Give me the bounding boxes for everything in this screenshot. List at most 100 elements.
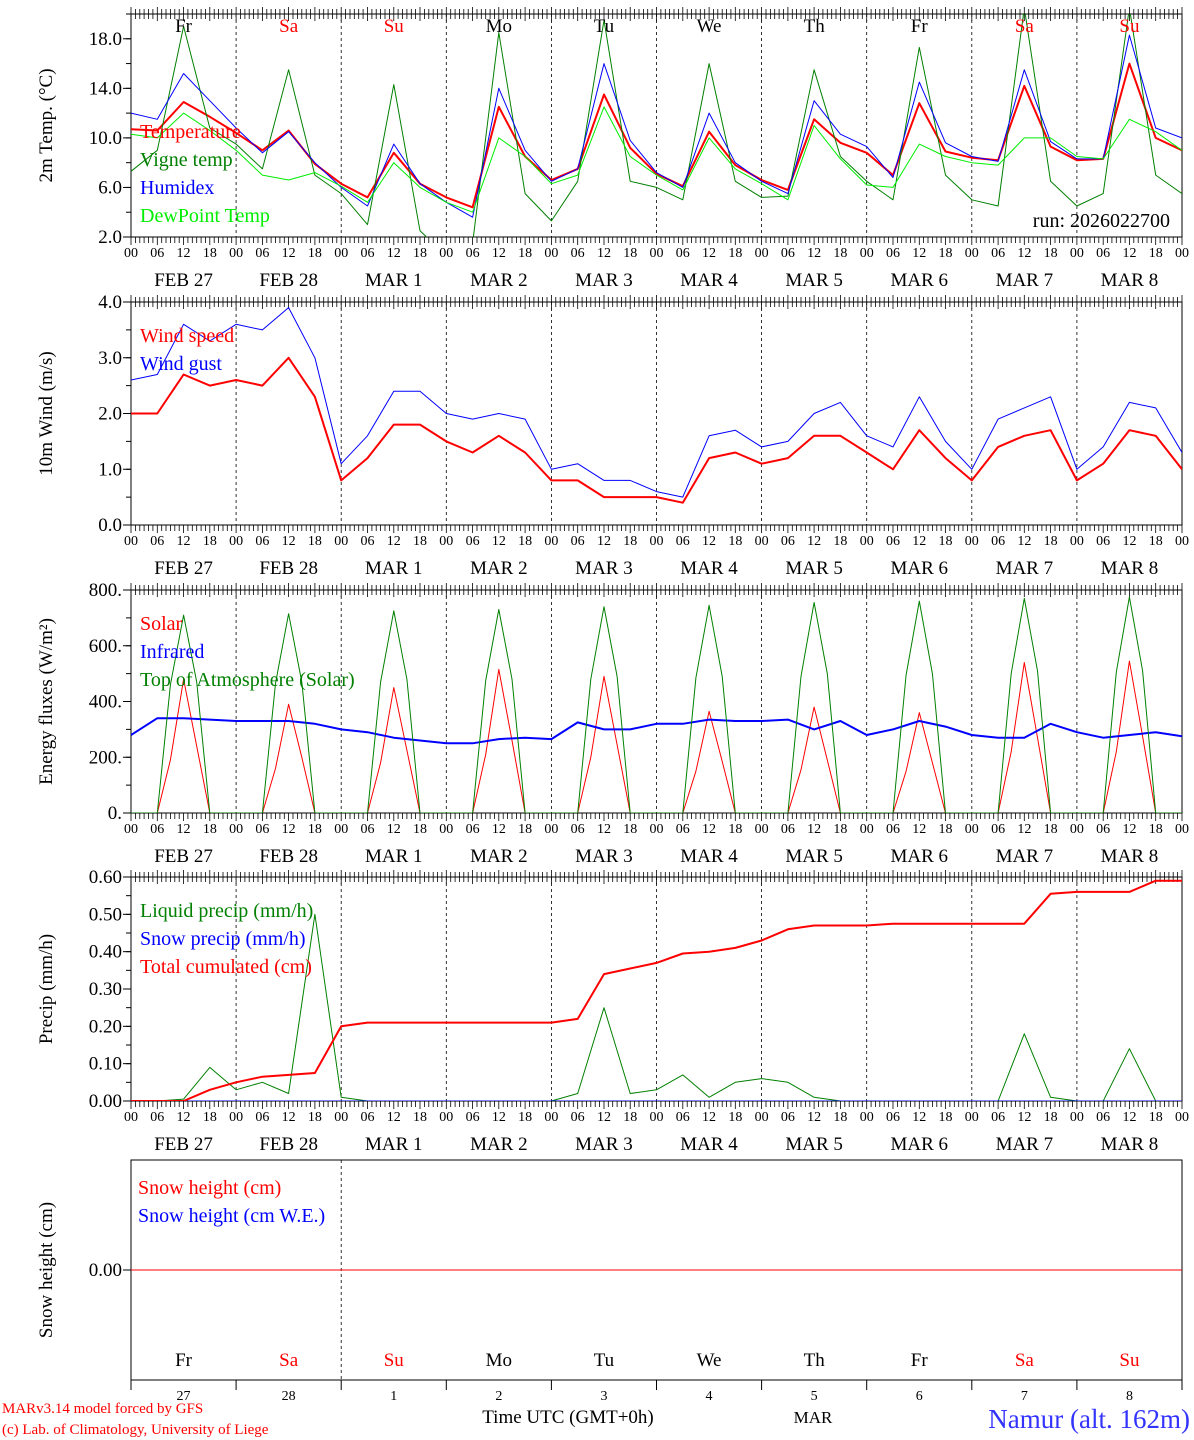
- x-hour-label: 18: [623, 246, 637, 261]
- x-hour-label: 12: [492, 534, 506, 549]
- x-hour-label: 00: [1070, 822, 1084, 837]
- x-hour-label: 06: [255, 1110, 269, 1125]
- x-date-label: MAR 6: [890, 270, 948, 291]
- legend-entry: Solar: [140, 613, 183, 635]
- x-date-label: MAR 8: [1101, 558, 1159, 579]
- x-hour-label: 00: [650, 534, 664, 549]
- x-date-label: MAR 3: [575, 558, 633, 579]
- x-hour-label: 18: [413, 246, 427, 261]
- x-hour-label: 00: [124, 534, 138, 549]
- x-hour-label: 18: [1044, 246, 1058, 261]
- x-hour-label: 18: [623, 822, 637, 837]
- y-tick-label: 1.0: [98, 459, 122, 480]
- x-hour-label: 00: [1175, 1110, 1189, 1125]
- x-hour-label: 06: [991, 822, 1005, 837]
- x-hour-label: 00: [544, 246, 558, 261]
- x-hour-label: 06: [150, 1110, 164, 1125]
- x-date-label: MAR 4: [680, 1134, 738, 1155]
- legend-entry: Snow height (cm): [138, 1177, 281, 1199]
- x-hour-label: 00: [229, 246, 243, 261]
- x-date-label: MAR 7: [996, 1134, 1054, 1155]
- day-number-label: 27: [177, 1389, 191, 1404]
- x-hour-label: 12: [282, 1110, 296, 1125]
- x-hour-label: 06: [886, 1110, 900, 1125]
- x-hour-label: 18: [939, 822, 953, 837]
- x-hour-label: 18: [939, 246, 953, 261]
- y-tick-label: 0.60: [89, 867, 122, 888]
- x-hour-label: 18: [413, 822, 427, 837]
- x-hour-label: 18: [1149, 1110, 1163, 1125]
- x-hour-label: 12: [282, 822, 296, 837]
- x-hour-label: 00: [650, 822, 664, 837]
- x-date-label: MAR 2: [470, 558, 528, 579]
- x-date-label: FEB 28: [259, 846, 318, 867]
- series-group: [131, 596, 1182, 813]
- run-label: run: 2026022700: [1033, 210, 1170, 232]
- x-hour-label: 00: [965, 534, 979, 549]
- legend-entry: Liquid precip (mm/h): [140, 900, 313, 922]
- x-hour-label: 00: [334, 534, 348, 549]
- weekday-label: Th: [804, 16, 826, 37]
- x-hour-label: 06: [255, 534, 269, 549]
- y-axis-label: Precip (mm/h): [36, 934, 57, 1044]
- x-hour-label: 12: [492, 246, 506, 261]
- x-hour-label: 18: [1044, 1110, 1058, 1125]
- x-hour-label: 12: [1122, 246, 1136, 261]
- y-tick-label: 18.0: [89, 29, 122, 50]
- x-hour-label: 18: [833, 534, 847, 549]
- x-hour-label: 00: [650, 246, 664, 261]
- x-hour-label: 06: [360, 1110, 374, 1125]
- x-hour-label: 18: [203, 822, 217, 837]
- x-hour-label: 12: [1017, 1110, 1031, 1125]
- x-hour-label: 06: [1096, 1110, 1110, 1125]
- x-hour-label: 00: [124, 246, 138, 261]
- y-axis-label: Energy fluxes (W/m²): [36, 618, 57, 785]
- x-hour-label: 06: [781, 246, 795, 261]
- x-date-label: FEB 27: [154, 1134, 213, 1155]
- x-date-label: MAR 1: [365, 558, 423, 579]
- x-hour-label: 00: [755, 822, 769, 837]
- panel-3: 0.00 0.10 0.20 0.30 0.40 0.50 0.60 Precip (mm/h…: [36, 867, 1189, 1155]
- x-hour-label: 00: [334, 1110, 348, 1125]
- x-hour-label: 06: [150, 246, 164, 261]
- weekday-label: Su: [384, 16, 405, 37]
- y-tick-label: 2.0: [98, 227, 122, 248]
- x-hour-label: 00: [544, 1110, 558, 1125]
- x-hour-label: 18: [413, 534, 427, 549]
- x-hour-label: 12: [492, 822, 506, 837]
- y-tick-label: 400.: [89, 692, 122, 713]
- weekday-label: Mo: [486, 16, 512, 37]
- series-line-vigne-temp: [131, 14, 1182, 237]
- weekday-label: We: [697, 1350, 722, 1371]
- x-hour-label: 06: [781, 1110, 795, 1125]
- plot-frame: [130, 589, 1183, 814]
- x-hour-label: 18: [203, 1110, 217, 1125]
- x-hour-label: 12: [702, 822, 716, 837]
- x-hour-label: 00: [1175, 246, 1189, 261]
- x-hour-label: 18: [1149, 822, 1163, 837]
- x-hour-label: 06: [886, 534, 900, 549]
- weekday-label: Th: [804, 1350, 826, 1371]
- x-date-label: MAR 8: [1101, 1134, 1159, 1155]
- x-hour-label: 06: [466, 1110, 480, 1125]
- x-date-label: MAR 8: [1101, 846, 1159, 867]
- x-hour-label: 12: [912, 1110, 926, 1125]
- x-hour-label: 12: [702, 1110, 716, 1125]
- x-hour-label: 12: [807, 822, 821, 837]
- x-hour-label: 06: [676, 1110, 690, 1125]
- x-date-label: MAR 7: [996, 270, 1054, 291]
- x-hour-label: 06: [1096, 534, 1110, 549]
- x-hour-label: 00: [439, 534, 453, 549]
- day-number-label: 5: [811, 1389, 818, 1404]
- x-hour-label: 12: [177, 534, 191, 549]
- x-hour-label: 06: [1096, 822, 1110, 837]
- y-tick-label: 4.0: [98, 292, 122, 313]
- x-hour-label: 12: [912, 534, 926, 549]
- weekday-label: Mo: [486, 1350, 512, 1371]
- x-hour-label: 00: [229, 822, 243, 837]
- y-tick-label: 10.0: [89, 128, 122, 149]
- x-date-label: MAR 2: [470, 846, 528, 867]
- x-hour-label: 12: [702, 246, 716, 261]
- y-tick-label: 0.40: [89, 942, 122, 963]
- series-group: [131, 307, 1182, 504]
